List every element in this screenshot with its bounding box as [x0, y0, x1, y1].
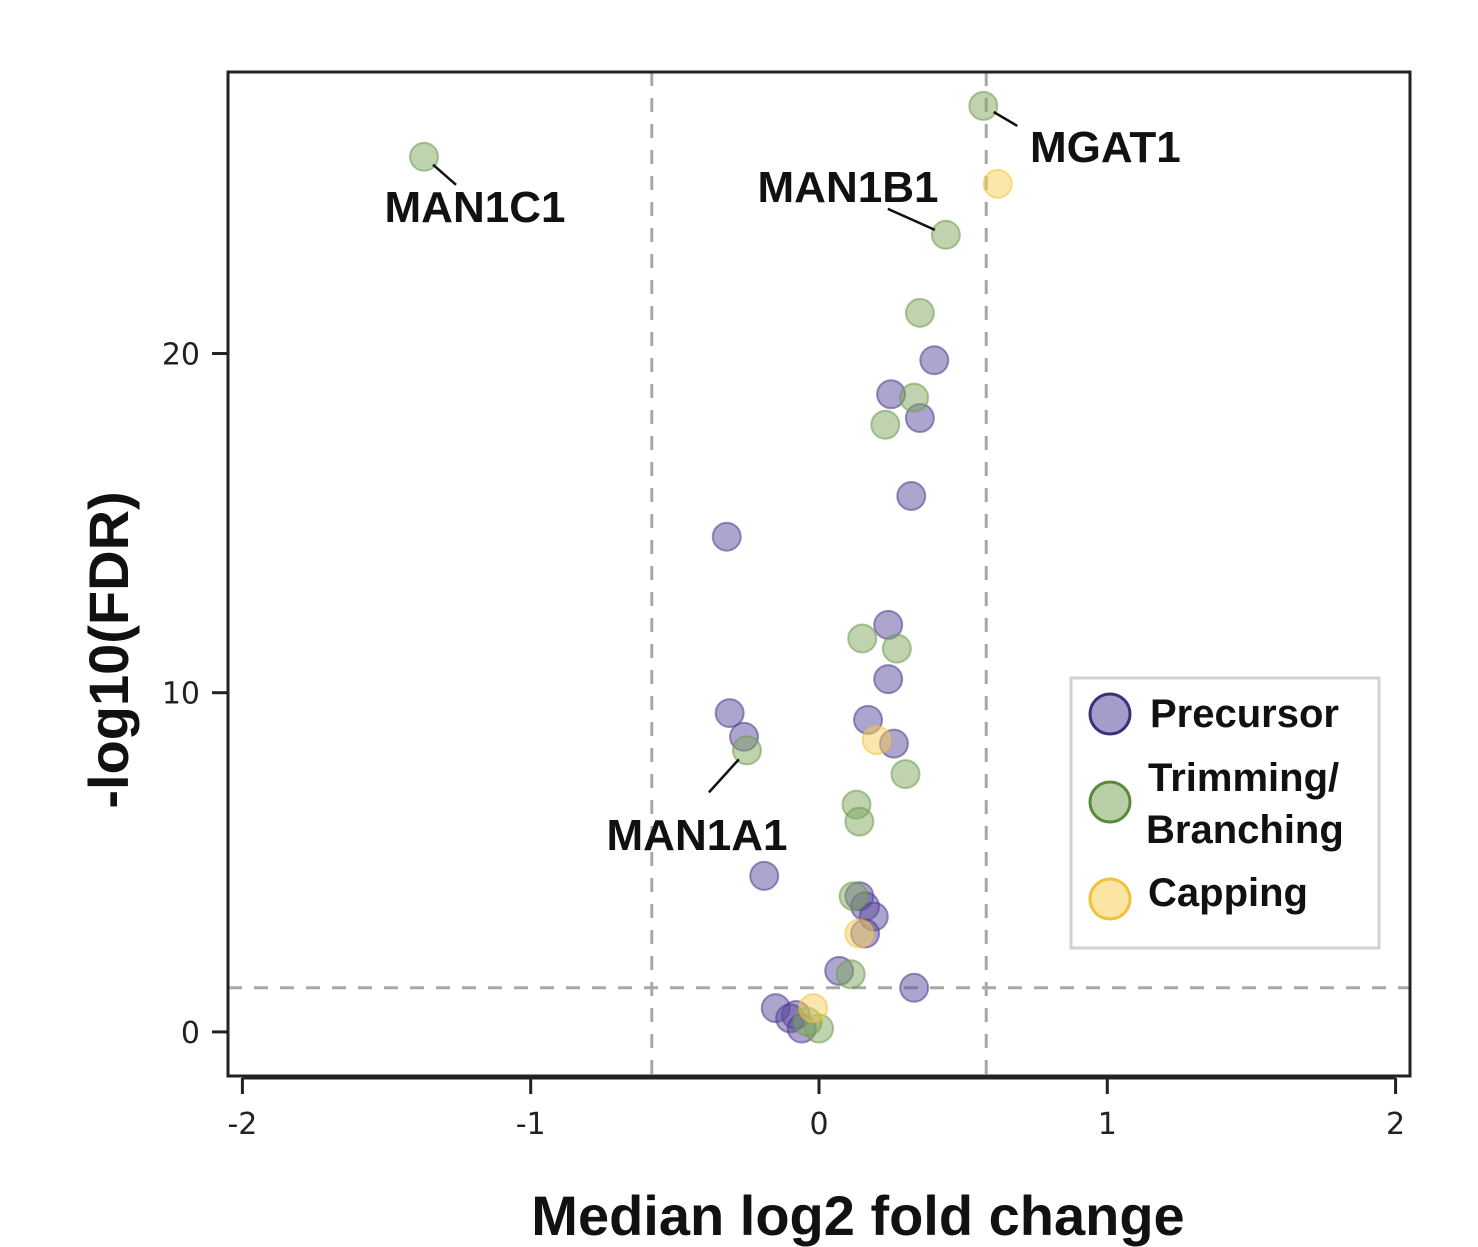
- annotation-leader-man1c1: [432, 163, 457, 186]
- annotation-label-man1b1: MAN1B1: [758, 163, 939, 212]
- point-trimming-branching-12: [838, 881, 869, 912]
- legend-label-precursor: Precursor: [1150, 692, 1339, 736]
- annotation-label-mgat1: MGAT1: [1030, 123, 1181, 172]
- point-precursor-11: [749, 860, 780, 891]
- x-tick-label-3: 1: [1098, 1107, 1117, 1142]
- point-trimming-branching-7: [881, 633, 912, 664]
- point-capping-3: [844, 918, 875, 949]
- point-trimming-branching-5: [870, 409, 901, 440]
- legend-key-capping: [1088, 877, 1132, 921]
- legend-label-branching: Branching: [1146, 808, 1344, 852]
- point-trimming-branching-3: [904, 297, 935, 328]
- x-tick-label-1: -1: [516, 1107, 546, 1142]
- point-precursor-4: [711, 521, 742, 552]
- annotation-leader-mgat1: [993, 110, 1018, 127]
- legend-key-trimming: [1088, 780, 1132, 824]
- x-axis-title: Median log2 fold change: [531, 1184, 1184, 1247]
- point-trimming-branching-9: [890, 759, 921, 790]
- point-trimming-branching-13: [835, 959, 866, 990]
- point-precursor-3: [896, 480, 927, 511]
- x-tick-label-4: 2: [1386, 1107, 1405, 1142]
- plot-frame: [226, 70, 1412, 1078]
- legend-label-trimming: Trimming/: [1148, 756, 1339, 800]
- x-tick-label-0: -2: [227, 1107, 257, 1142]
- y-tick-label-2: 20: [162, 338, 200, 373]
- point-trimming-branching-0: [409, 141, 440, 172]
- y-axis-title: -log10(FDR): [77, 491, 140, 808]
- annotation-leader-man1a1: [707, 758, 740, 794]
- legend: Precursor Trimming/ Branching Capping: [1069, 676, 1381, 950]
- point-trimming-branching-4: [899, 382, 930, 413]
- threshold-lines: [228, 72, 1410, 1076]
- point-trimming-branching-1: [968, 90, 999, 121]
- point-trimming-branching-11: [844, 806, 875, 837]
- y-tick-label-1: 10: [162, 677, 200, 712]
- point-precursor-6: [873, 664, 904, 695]
- point-trimming-branching-8: [731, 735, 762, 766]
- annotation-labels: MAN1C1 MGAT1 MAN1B1 MAN1A1: [385, 123, 1181, 860]
- legend-label-capping: Capping: [1148, 871, 1308, 915]
- annotation-label-man1a1: MAN1A1: [607, 811, 788, 860]
- point-capping-2: [798, 993, 829, 1024]
- annotation-leaders: [432, 110, 1018, 794]
- annotation-leader-man1b1: [887, 207, 936, 232]
- point-precursor-16: [899, 972, 930, 1003]
- y-tick-label-0: 0: [181, 1016, 200, 1051]
- x-tick-label-2: 0: [809, 1107, 828, 1142]
- annotation-label-man1c1: MAN1C1: [385, 183, 566, 232]
- point-trimming-branching-6: [847, 623, 878, 654]
- point-precursor-0: [919, 345, 950, 376]
- data-points: [409, 90, 1013, 1044]
- legend-key-precursor: [1088, 692, 1132, 736]
- point-precursor-7: [714, 698, 745, 729]
- point-capping-1: [861, 725, 892, 756]
- point-trimming-branching-2: [930, 219, 961, 250]
- point-capping-0: [982, 168, 1013, 199]
